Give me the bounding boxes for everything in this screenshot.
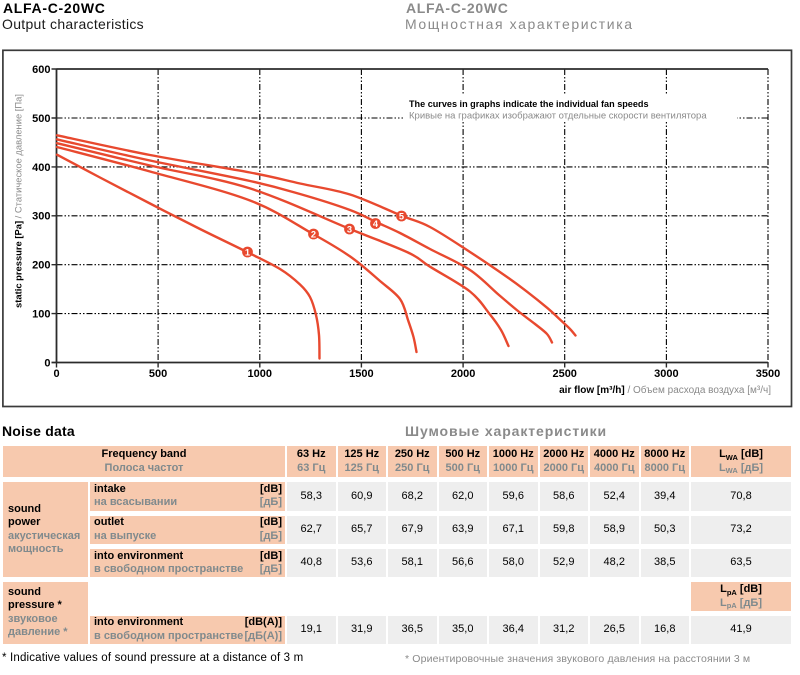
svg-text:3500: 3500 (756, 368, 780, 380)
svg-text:500: 500 (32, 113, 50, 125)
svg-text:4: 4 (373, 219, 379, 229)
svg-text:2500: 2500 (552, 368, 576, 380)
svg-text:2000: 2000 (451, 368, 475, 380)
svg-text:0: 0 (53, 368, 59, 380)
svg-text:The curves in graphs indicate: The curves in graphs indicate the indivi… (409, 99, 649, 109)
svg-text:500: 500 (149, 368, 167, 380)
svg-text:2: 2 (311, 229, 316, 239)
svg-text:3: 3 (347, 224, 352, 234)
svg-text:1: 1 (245, 247, 250, 257)
svg-text:3000: 3000 (654, 368, 678, 380)
svg-text:0: 0 (44, 357, 50, 369)
svg-text:static pressure [Pa] / Статиче: static pressure [Pa] / Статическое давле… (13, 94, 24, 308)
svg-text:5: 5 (399, 211, 404, 221)
svg-text:1500: 1500 (349, 368, 373, 380)
svg-text:air flow [m³/h] / Объем расход: air flow [m³/h] / Объем расхода воздуха … (559, 384, 771, 396)
svg-text:100: 100 (32, 309, 50, 321)
svg-text:300: 300 (32, 211, 50, 223)
svg-text:200: 200 (32, 260, 50, 272)
svg-text:Кривые на графиках изображают: Кривые на графиках изображают отдельные … (409, 111, 707, 122)
svg-text:400: 400 (32, 162, 50, 174)
svg-text:1000: 1000 (248, 368, 272, 380)
svg-text:600: 600 (32, 64, 50, 76)
